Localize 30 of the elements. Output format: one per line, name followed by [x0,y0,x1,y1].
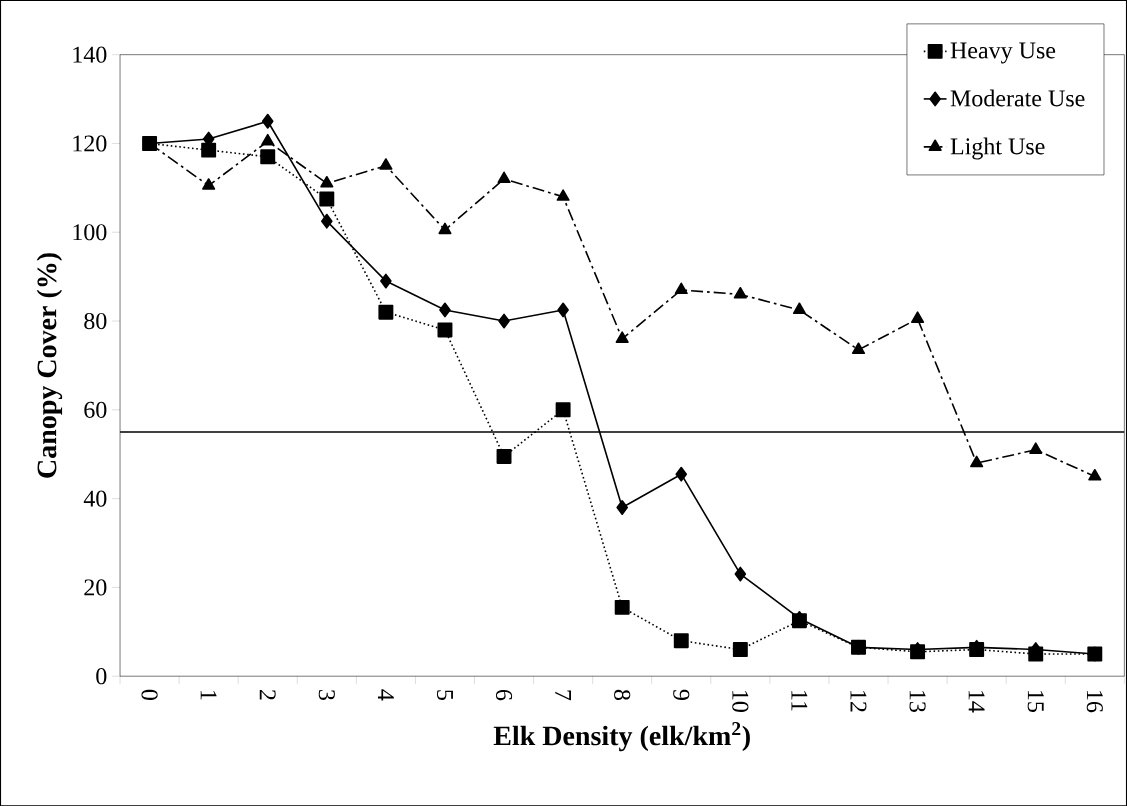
y-tick-label: 120 [73,135,107,152]
legend-label: Heavy Use [950,42,1056,64]
x-tick-label: 16 [1086,690,1103,713]
y-tick-label: 40 [83,490,107,507]
legend-label: Moderate Use [950,89,1085,107]
x-tick-label: 10 [732,690,749,712]
x-tick-label: 13 [909,690,926,712]
x-tick-label: 2 [259,689,276,700]
y-tick-label: 0 [96,667,107,685]
y-tick-label: 80 [84,312,107,330]
x-tick-label: 15 [1027,690,1044,712]
legend-label: Light Use [950,137,1045,160]
x-tick-label: 5 [436,690,453,700]
x-tick-label: 8 [614,689,631,700]
y-tick-label: 140 [73,46,107,63]
y-tick-label: 20 [84,579,107,596]
x-axis-title: Elk Density (elk/km$^{2}$) [493,721,750,752]
x-tick-label: 0 [141,689,158,700]
x-tick-label: 11 [791,690,808,711]
x-tick-label: 9 [673,689,690,700]
x-tick-label: 7 [555,690,571,701]
x-tick-label: 3 [318,689,335,700]
x-tick-label: 1 [200,690,217,700]
y-axis-title: Canopy Cover (%) [36,253,63,478]
x-tick-label: 14 [968,690,985,713]
y-tick-label: 60 [84,401,107,418]
x-tick-label: 6 [495,689,513,701]
y-tick-label: 100 [73,224,107,241]
x-tick-label: 4 [377,689,394,701]
x-tick-label: 12 [850,690,867,712]
